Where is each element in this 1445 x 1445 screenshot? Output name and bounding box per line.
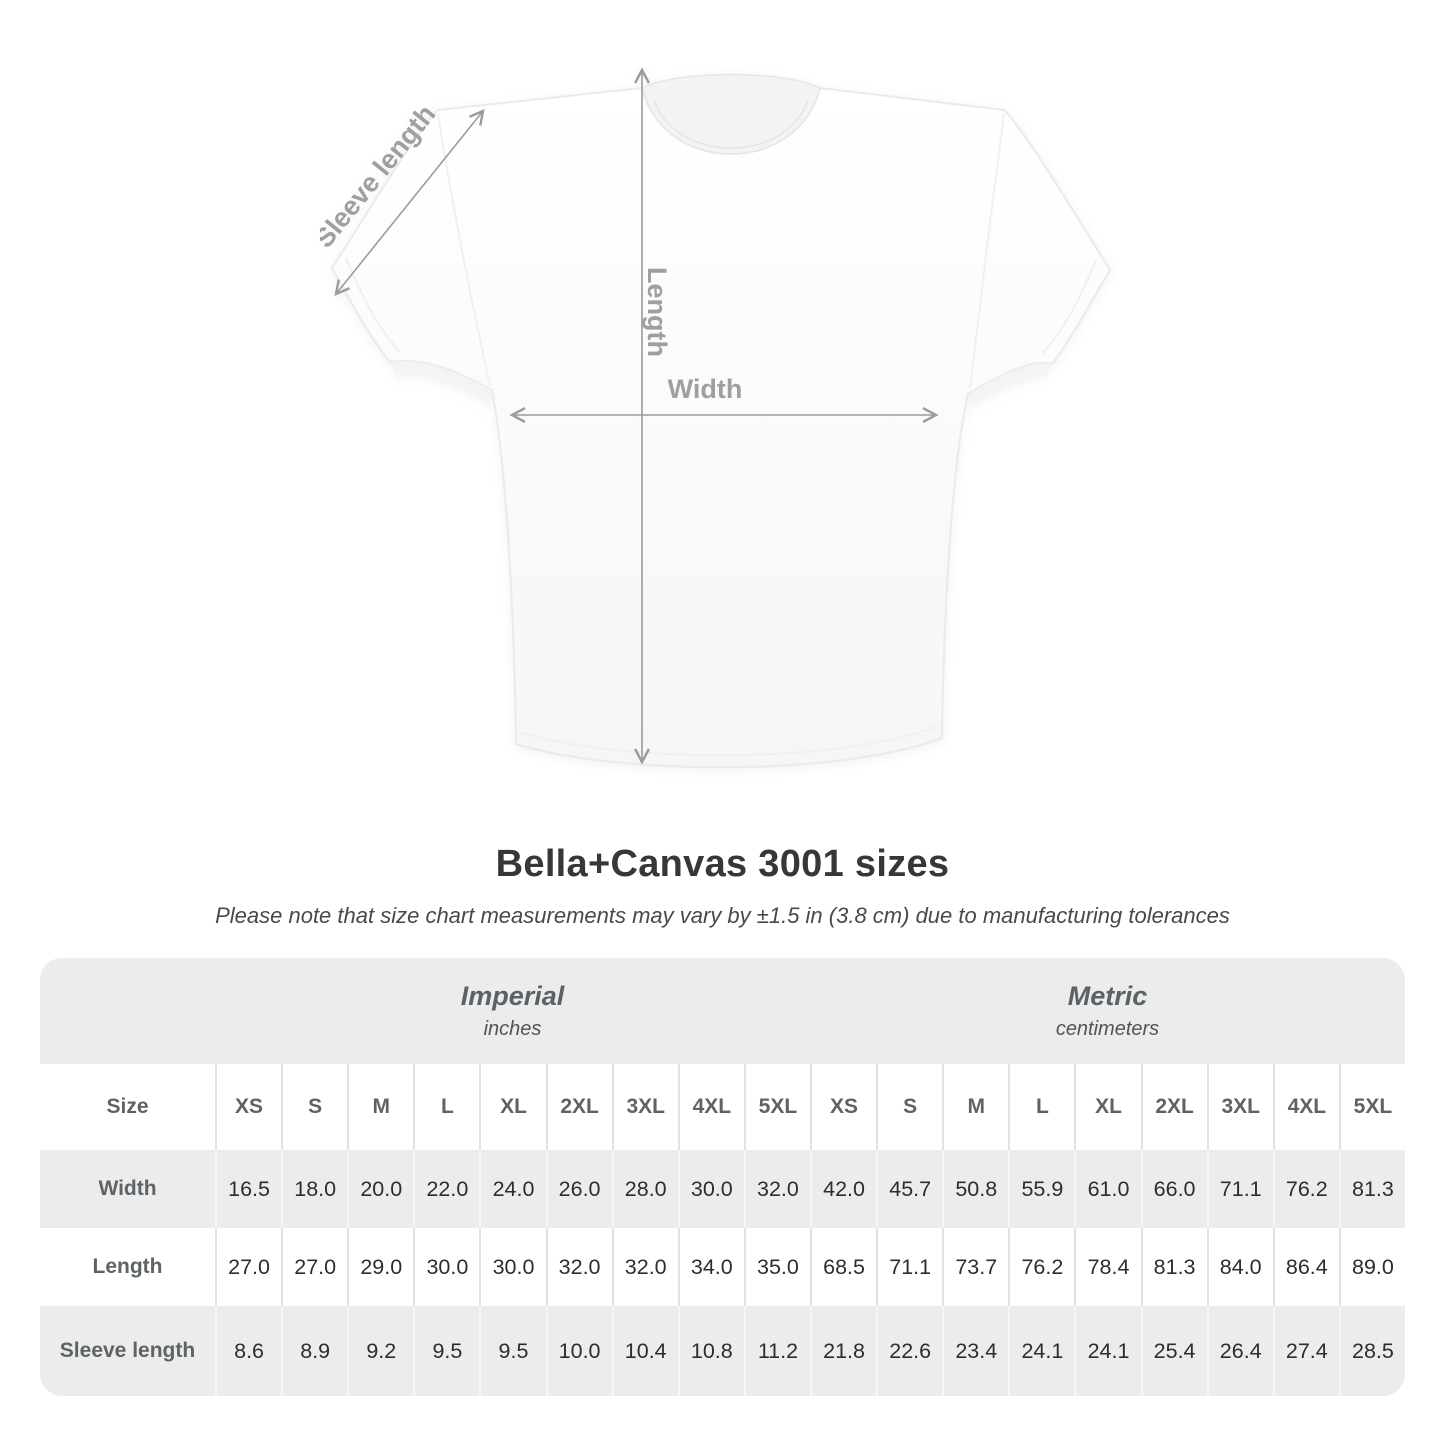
tolerance-note: Please note that size chart measurements…	[215, 903, 1230, 928]
value-cell: 24.1	[1074, 1306, 1141, 1396]
value-cell: 71.1	[1206, 1150, 1273, 1228]
size-table: Imperial inches Metric centimeters Size X…	[40, 958, 1405, 1396]
value-cell: 16.5	[215, 1150, 282, 1228]
value-cell: 81.3	[1140, 1228, 1207, 1306]
size-cell-metric-l: L	[1008, 1064, 1075, 1150]
row-label-cell: Length	[40, 1228, 215, 1306]
size-cell-metric-xl: XL	[1074, 1064, 1141, 1150]
value-cell: 9.2	[347, 1306, 414, 1396]
value-cell: 22.0	[413, 1150, 480, 1228]
value-cell: 23.4	[942, 1306, 1009, 1396]
value-cell: 32.0	[545, 1228, 612, 1306]
value-cell: 66.0	[1140, 1150, 1207, 1228]
value-cell: 10.0	[545, 1306, 612, 1396]
size-cell-imperial-xs: XS	[215, 1064, 282, 1150]
size-cell-metric-s: S	[876, 1064, 943, 1150]
value-cell: 30.0	[413, 1228, 480, 1306]
value-cell: 18.0	[281, 1150, 348, 1228]
size-cell-imperial-l: L	[413, 1064, 480, 1150]
value-cell: 81.3	[1338, 1150, 1405, 1228]
value-cell: 84.0	[1206, 1228, 1273, 1306]
value-cell: 78.4	[1074, 1228, 1141, 1306]
tshirt-measurement-diagram: Sleeve length Length Width	[309, 44, 1120, 804]
value-cell: 32.0	[743, 1150, 810, 1228]
imperial-group-header: Imperial inches	[215, 958, 810, 1064]
value-cell: 9.5	[413, 1306, 480, 1396]
size-cell-metric-m: M	[942, 1064, 1009, 1150]
value-cell: 27.4	[1272, 1306, 1339, 1396]
width-label: Width	[668, 374, 743, 404]
size-cell-imperial-3xl: 3XL	[611, 1064, 678, 1150]
size-cell-metric-xs: XS	[810, 1064, 877, 1150]
size-cell-imperial-5xl: 5XL	[743, 1064, 810, 1150]
value-cell: 26.0	[545, 1150, 612, 1228]
value-cell: 27.0	[215, 1228, 282, 1306]
size-cell-metric-3xl: 3XL	[1206, 1064, 1273, 1150]
value-cell: 30.0	[479, 1228, 546, 1306]
value-cell: 71.1	[876, 1228, 943, 1306]
value-cell: 21.8	[810, 1306, 877, 1396]
collar	[641, 73, 821, 155]
value-cell: 9.5	[479, 1306, 546, 1396]
value-cell: 34.0	[677, 1228, 744, 1306]
value-cell: 26.4	[1206, 1306, 1273, 1396]
row-label-cell: Width	[40, 1150, 215, 1228]
tshirt-graphic	[330, 73, 1112, 769]
size-cell-imperial-xl: XL	[479, 1064, 546, 1150]
value-cell: 29.0	[347, 1228, 414, 1306]
value-cell: 89.0	[1338, 1228, 1405, 1306]
length-label: Length	[642, 267, 672, 357]
value-cell: 22.6	[876, 1306, 943, 1396]
row-label-cell: Sleeve length	[40, 1306, 215, 1396]
value-cell: 27.0	[281, 1228, 348, 1306]
value-cell: 10.8	[677, 1306, 744, 1396]
value-cell: 50.8	[942, 1150, 1009, 1228]
metric-group-title: Metric	[1067, 981, 1148, 1011]
metric-group-unit: centimeters	[1055, 1018, 1160, 1040]
value-cell: 24.1	[1008, 1306, 1075, 1396]
value-cell: 32.0	[611, 1228, 678, 1306]
value-cell: 30.0	[677, 1150, 744, 1228]
imperial-group-title: Imperial	[460, 981, 565, 1011]
size-cell-imperial-2xl: 2XL	[545, 1064, 612, 1150]
size-cell-imperial-s: S	[281, 1064, 348, 1150]
value-cell: 28.0	[611, 1150, 678, 1228]
value-cell: 68.5	[810, 1228, 877, 1306]
size-column-header: Size	[40, 1064, 215, 1150]
value-cell: 28.5	[1338, 1306, 1405, 1396]
value-cell: 45.7	[876, 1150, 943, 1228]
size-cell-imperial-m: M	[347, 1064, 414, 1150]
value-cell: 8.6	[215, 1306, 282, 1396]
value-cell: 76.2	[1272, 1150, 1339, 1228]
value-cell: 20.0	[347, 1150, 414, 1228]
value-cell: 86.4	[1272, 1228, 1339, 1306]
value-cell: 55.9	[1008, 1150, 1075, 1228]
value-cell: 35.0	[743, 1228, 810, 1306]
measurement-arrows	[334, 67, 939, 765]
imperial-group-unit: inches	[483, 1018, 542, 1040]
size-cell-metric-4xl: 4XL	[1272, 1064, 1339, 1150]
value-cell: 25.4	[1140, 1306, 1207, 1396]
value-cell: 24.0	[479, 1150, 546, 1228]
value-cell: 10.4	[611, 1306, 678, 1396]
metric-group-header: Metric centimeters	[810, 958, 1405, 1064]
value-cell: 73.7	[942, 1228, 1009, 1306]
sleeve-length-arrow	[334, 108, 485, 297]
value-cell: 11.2	[743, 1306, 810, 1396]
page-title: Bella+Canvas 3001 sizes	[495, 843, 950, 885]
tshirt-diagram-svg: Sleeve length Length Width	[309, 67, 1112, 769]
value-cell: 42.0	[810, 1150, 877, 1228]
size-cell-metric-5xl: 5XL	[1338, 1064, 1405, 1150]
size-cell-metric-2xl: 2XL	[1140, 1064, 1207, 1150]
table-corner-cell	[40, 958, 215, 1064]
value-cell: 8.9	[281, 1306, 348, 1396]
value-cell: 76.2	[1008, 1228, 1075, 1306]
size-cell-imperial-4xl: 4XL	[677, 1064, 744, 1150]
value-cell: 61.0	[1074, 1150, 1141, 1228]
